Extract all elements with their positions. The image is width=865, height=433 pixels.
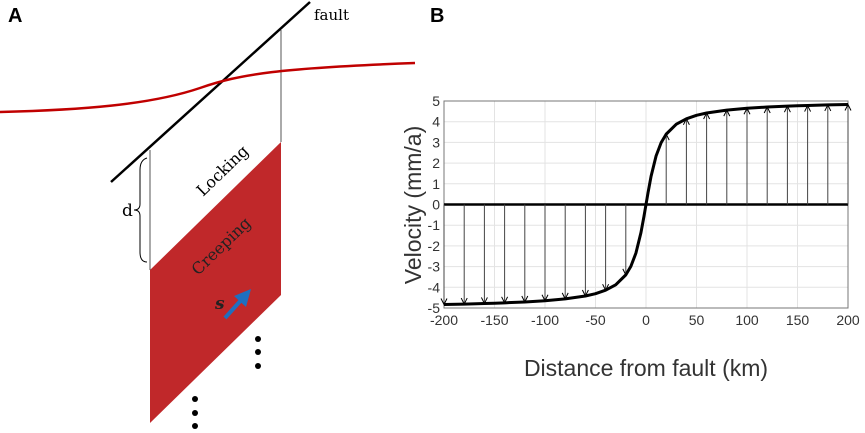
y-tick-label: -1 — [428, 217, 441, 233]
slip-arrow-icon — [223, 289, 251, 320]
y-tick-label: 4 — [432, 114, 440, 130]
y-axis-label: Velocity (mm/a) — [400, 126, 426, 284]
y-tick-label: 5 — [432, 93, 440, 109]
fault-label: fault — [314, 6, 349, 24]
x-tick-label: 100 — [735, 312, 759, 328]
depth-brace — [133, 157, 148, 263]
surface-velocity-curve — [0, 61, 416, 114]
slip-label: s — [214, 294, 225, 314]
y-tick-label: -2 — [428, 238, 441, 254]
panel-label-a: A — [8, 5, 22, 27]
x-tick-label: 200 — [836, 312, 860, 328]
x-tick-label: -200 — [430, 312, 458, 328]
y-tick-label: -3 — [428, 259, 441, 275]
x-tick-label: -150 — [480, 312, 508, 328]
velocity-curve — [443, 103, 849, 306]
y-tick-label: 3 — [432, 134, 440, 150]
x-tick-label: -100 — [531, 312, 559, 328]
y-tick-label: 2 — [432, 155, 440, 171]
creeping-zone — [150, 142, 281, 423]
x-tick-label: 150 — [786, 312, 810, 328]
depth-label: d — [122, 201, 133, 221]
velocity-chart: -200 -150 -100 -50 0 50 100 150 200 -5 -4 -3 -2 -1 0 1 2… — [428, 93, 860, 328]
y-tick-label: 1 — [432, 176, 440, 192]
x-tick-label: 0 — [642, 312, 650, 328]
continuation-dots — [192, 336, 261, 429]
x-tick-label: 50 — [689, 312, 705, 328]
y-tick-label: 0 — [432, 197, 440, 213]
x-axis-label: Distance from fault (km) — [524, 355, 768, 381]
y-tick-label: -5 — [428, 300, 441, 316]
panel-label-b: B — [430, 5, 444, 27]
fault-diagram: fault Locking Creeping d s — [0, 1, 416, 429]
y-tick-label: -4 — [428, 279, 441, 295]
fault-trace-line — [110, 1, 311, 183]
x-tick-label: -50 — [585, 312, 605, 328]
